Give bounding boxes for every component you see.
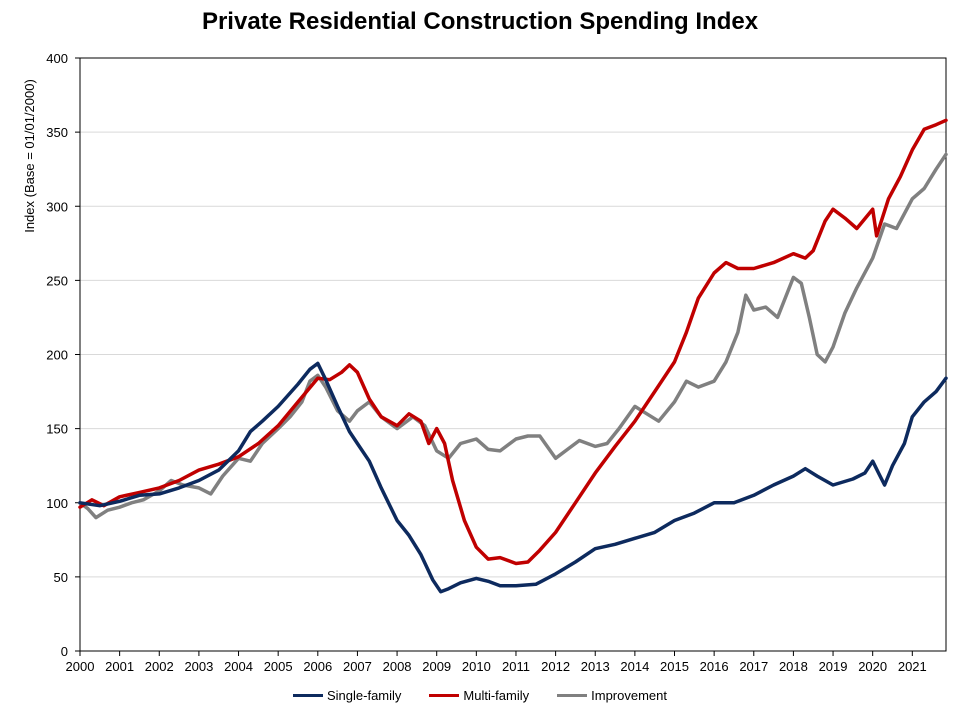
y-tick-label: 200	[46, 348, 68, 363]
legend-swatch-improvement	[557, 694, 588, 697]
series-line-improvement	[78, 152, 948, 520]
x-tick-label: 2015	[660, 659, 689, 674]
x-tick-label: 2019	[819, 659, 848, 674]
x-tick-label: 2012	[541, 659, 570, 674]
x-tick-label: 2014	[620, 659, 649, 674]
legend-swatch-multi-family	[429, 694, 460, 697]
legend-swatch-single-family	[292, 694, 323, 697]
x-axis-ticks: 2000 2001 2002 2003 2004 2005 2006 2007 2008 2009…	[66, 651, 927, 674]
legend-label-multi-family: Multi-family	[463, 688, 530, 703]
x-tick-label: 2013	[581, 659, 610, 674]
series-lines	[78, 118, 948, 594]
y-tick-label: 250	[46, 273, 68, 288]
x-tick-label: 2016	[700, 659, 729, 674]
x-tick-label: 2001	[105, 659, 134, 674]
y-tick-label: 350	[46, 125, 68, 140]
x-tick-label: 2000	[66, 659, 95, 674]
gridlines	[80, 131, 946, 578]
x-tick-label: 2021	[898, 659, 927, 674]
y-tick-label: 150	[46, 422, 68, 437]
y-tick-label: 100	[46, 496, 68, 511]
x-tick-label: 2017	[739, 659, 768, 674]
legend-item-multi-family: Multi-family	[429, 688, 529, 703]
y-tick-label: 400	[46, 51, 68, 66]
y-axis-label: Index (Base = 01/01/2000)	[22, 79, 37, 233]
legend-label-single-family: Single-family	[326, 688, 402, 703]
x-tick-label: 2011	[502, 659, 530, 674]
series-line-single-family	[78, 361, 948, 594]
x-tick-label: 2003	[184, 659, 213, 674]
x-tick-label: 2020	[858, 659, 887, 674]
y-tick-label: 0	[61, 644, 68, 659]
y-tick-label: 300	[46, 199, 68, 214]
x-tick-label: 2002	[145, 659, 174, 674]
x-tick-label: 2018	[779, 659, 808, 674]
x-tick-label: 2004	[224, 659, 253, 674]
legend: Single-family Multi-family Improvement	[0, 688, 960, 703]
legend-item-improvement: Improvement	[557, 688, 667, 703]
x-tick-label: 2008	[383, 659, 412, 674]
series-line-multi-family	[78, 118, 948, 566]
legend-label-improvement: Improvement	[591, 688, 668, 703]
legend-item-single-family: Single-family	[292, 688, 402, 703]
y-axis-ticks: 0 50 100 150 200 250 300 350 400	[46, 51, 80, 659]
x-tick-label: 2010	[462, 659, 491, 674]
x-tick-label: 2007	[343, 659, 372, 674]
chart-title: Private Residential Construction Spendin…	[201, 8, 759, 35]
x-tick-label: 2009	[422, 659, 451, 674]
x-tick-label: 2006	[303, 659, 332, 674]
x-tick-label: 2005	[264, 659, 293, 674]
y-tick-label: 50	[54, 570, 68, 585]
